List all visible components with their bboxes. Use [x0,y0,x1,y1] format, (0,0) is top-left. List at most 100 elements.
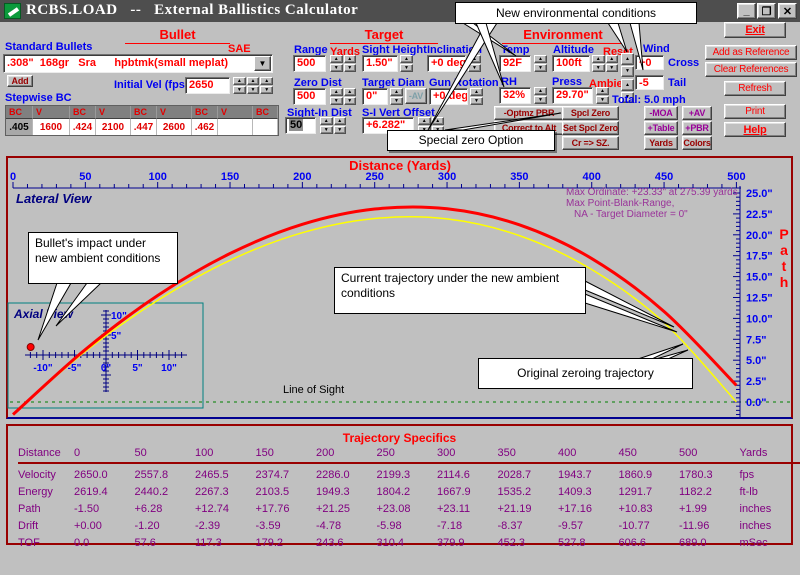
add-as-reference-button[interactable]: Add as Reference [705,45,797,60]
bc-value-cell[interactable] [218,119,253,135]
altitude-spinner[interactable]: ▲ ▼ ▲ ▼ [592,55,618,72]
spin-down-icon[interactable]: ▼ [390,97,403,105]
spin-down-icon[interactable]: ▼ [605,64,618,72]
moa-button[interactable]: -MOA [644,106,678,120]
spin-down-icon[interactable]: ▼ [400,64,413,72]
standard-bullets-select[interactable]: .308" 168gr Sra hpbtmk(small meplat) ▼ [3,54,273,73]
spin-down-icon[interactable]: ▼ [246,86,260,94]
inclination-spinner[interactable]: ▲ ▼ [468,55,481,72]
av-button[interactable]: -AV [405,88,427,104]
spin-up-icon[interactable]: ▲ [330,55,343,63]
exit-button[interactable]: Exit [724,22,786,38]
wind-tail-field[interactable]: -5 [635,75,664,90]
refresh-button[interactable]: Refresh [724,81,786,96]
spin-up-icon[interactable]: ▲ [330,88,343,96]
rh-field[interactable]: 32% [499,87,531,104]
sight-height-field[interactable]: 1.50" [362,55,398,72]
spin-up-icon[interactable]: ▲ [260,77,274,85]
zero-dist-field[interactable]: 500 [293,88,326,105]
bc-value-cell[interactable]: .462 [192,119,218,135]
spin-up-icon[interactable]: ▲ [621,79,634,91]
target-diam-spinner[interactable]: ▲ ▼ [390,88,403,105]
spin-up-icon[interactable]: ▲ [470,88,483,96]
temp-field[interactable]: 92F [499,55,531,72]
optmz-pbr-button[interactable]: -Optmz PBR [494,106,564,120]
target-diam-field[interactable]: 0" [362,88,388,105]
press-spinner[interactable]: ▲ ▼ [596,87,609,104]
temp-spinner[interactable]: ▲ ▼ [534,55,547,72]
bc-value-cell[interactable]: 1600 [33,119,70,135]
bc-value-cell[interactable]: 2600 [157,119,192,135]
spin-up-icon[interactable]: ▲ [246,77,260,85]
spin-down-icon[interactable]: ▼ [343,97,356,105]
spin-down-icon[interactable]: ▼ [260,86,274,94]
spin-up-icon[interactable]: ▲ [343,88,356,96]
spin-down-icon[interactable]: ▼ [470,97,483,105]
print-button[interactable]: Print [724,104,786,119]
spcl-zero-button[interactable]: Spcl Zero [562,106,619,120]
range-spinner[interactable]: ▲ ▼ ▲ ▼ [330,55,356,72]
spin-up-icon[interactable]: ▲ [621,53,634,65]
sight-in-dist-field[interactable]: 50 [285,117,316,134]
spin-up-icon[interactable]: ▲ [400,55,413,63]
help-button[interactable]: Help [724,122,786,137]
spin-down-icon[interactable]: ▼ [621,91,634,103]
close-button[interactable]: ✕ [778,3,797,19]
restore-button[interactable]: ❐ [757,3,776,19]
zero-dist-spinner[interactable]: ▲ ▼ ▲ ▼ [330,88,356,105]
initial-vel-spinner[interactable]: ▲ ▼ ▲ ▼ ▲ ▼ [233,77,274,94]
press-field[interactable]: 29.70" [552,87,593,104]
spin-down-icon[interactable]: ▼ [320,126,333,134]
sight-height-spinner[interactable]: ▲ ▼ [400,55,413,72]
wind-cross-field[interactable]: +0 [635,55,664,70]
cr-sz-button[interactable]: Cr => SZ. [562,136,619,150]
spin-up-icon[interactable]: ▲ [596,87,609,95]
spin-up-icon[interactable]: ▲ [320,117,333,125]
spin-down-icon[interactable]: ▼ [621,65,634,77]
yards-button[interactable]: Yards [644,136,678,150]
bc-value-cell[interactable]: .424 [70,119,96,135]
spin-down-icon[interactable]: ▼ [233,86,246,94]
spin-down-icon[interactable]: ▼ [330,97,343,105]
spin-down-icon[interactable]: ▼ [468,64,481,72]
add-bullet-button[interactable]: Add [7,75,33,87]
spin-up-icon[interactable]: ▲ [431,117,444,125]
spin-up-icon[interactable]: ▲ [534,87,547,95]
bc-value-cell[interactable]: .405 [6,119,33,135]
spin-up-icon[interactable]: ▲ [534,55,547,63]
bc-value-cell[interactable] [253,119,278,135]
spin-up-icon[interactable]: ▲ [605,55,618,63]
gun-rotation-spinner[interactable]: ▲ ▼ [470,88,483,105]
spin-down-icon[interactable]: ▼ [343,64,356,72]
altitude-field[interactable]: 100ft [552,55,590,72]
inclination-field[interactable]: +0 deg [427,55,466,72]
spin-down-icon[interactable]: ▼ [534,64,547,72]
plus-table-button[interactable]: +Table [644,121,678,135]
spin-down-icon[interactable]: ▼ [592,64,605,72]
spin-up-icon[interactable]: ▲ [468,55,481,63]
initial-vel-field[interactable]: 2650 [185,77,230,94]
stepwise-bc-table[interactable]: BC V BC V BC V BC V BC .405 1600.424 2100.447 2600.4… [5,105,279,136]
spin-down-icon[interactable]: ▼ [596,96,609,104]
av-plus-button[interactable]: +AV [682,106,712,120]
spin-down-icon[interactable]: ▼ [330,64,343,72]
minimize-button[interactable]: _ [737,3,756,19]
reset-spinner-upper[interactable]: ▲ ▼ [621,53,634,77]
bc-value-cell[interactable]: 2100 [96,119,131,135]
spin-up-icon[interactable]: ▲ [592,55,605,63]
reset-spinner-lower[interactable]: ▲ ▼ [621,79,634,103]
sight-in-dist-spinner[interactable]: ▲ ▼ ▲ ▼ [320,117,346,134]
bc-value-cell[interactable]: .447 [131,119,157,135]
clear-references-button[interactable]: Clear References [705,62,797,77]
colors-button[interactable]: Colors [682,136,712,150]
pbr-button[interactable]: +PBR [682,121,712,135]
rh-spinner[interactable]: ▲ ▼ [534,87,547,104]
spin-down-icon[interactable]: ▼ [534,96,547,104]
spin-up-icon[interactable]: ▲ [333,117,346,125]
spin-down-icon[interactable]: ▼ [333,126,346,134]
spin-up-icon[interactable]: ▲ [418,117,431,125]
range-field[interactable]: 500 [293,55,326,72]
set-spcl-zero-button[interactable]: Set Spcl Zero [562,121,619,135]
spin-up-icon[interactable]: ▲ [343,55,356,63]
spin-up-icon[interactable]: ▲ [390,88,403,96]
